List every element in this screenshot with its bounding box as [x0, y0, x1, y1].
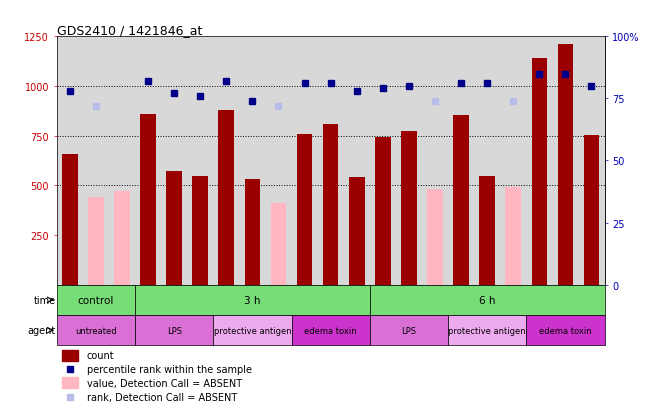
Text: count: count [87, 351, 114, 361]
Bar [244, 180, 261, 285]
Text: rank, Detection Call = ABSENT: rank, Detection Call = ABSENT [87, 392, 237, 402]
Bar [291, 315, 370, 346]
Bar [448, 315, 526, 346]
Bar [135, 37, 161, 285]
Bar [474, 37, 500, 285]
Bar [135, 285, 370, 315]
Text: edema toxin: edema toxin [305, 326, 357, 335]
Bar [57, 37, 83, 285]
Bar [401, 131, 417, 285]
Bar [88, 198, 104, 285]
Bar [62, 377, 77, 389]
Bar [506, 188, 521, 285]
Text: edema toxin: edema toxin [539, 326, 592, 335]
Bar [62, 154, 77, 285]
Bar [584, 135, 599, 285]
Text: control: control [77, 295, 114, 305]
Text: LPS: LPS [166, 326, 182, 335]
Bar [370, 285, 605, 315]
Bar [213, 37, 239, 285]
Bar [375, 137, 391, 285]
Bar [558, 45, 573, 285]
Bar [396, 37, 422, 285]
Text: agent: agent [27, 325, 55, 335]
Bar [526, 37, 552, 285]
Bar [291, 37, 317, 285]
Text: 3 h: 3 h [244, 295, 261, 305]
Bar [480, 177, 495, 285]
Bar [140, 114, 156, 285]
Bar [57, 285, 135, 315]
Bar [370, 37, 396, 285]
Text: percentile rank within the sample: percentile rank within the sample [87, 364, 252, 374]
Bar [532, 59, 547, 285]
Bar [317, 37, 344, 285]
Bar [370, 315, 448, 346]
Bar [552, 37, 578, 285]
Bar [166, 172, 182, 285]
Bar [187, 37, 213, 285]
Bar [454, 116, 469, 285]
Bar [349, 178, 365, 285]
Text: untreated: untreated [75, 326, 117, 335]
Bar [448, 37, 474, 285]
Bar [344, 37, 370, 285]
Bar [109, 37, 135, 285]
Text: LPS: LPS [401, 326, 416, 335]
Text: protective antigen: protective antigen [214, 326, 291, 335]
Bar [57, 315, 135, 346]
Text: time: time [33, 295, 55, 305]
Bar [218, 111, 234, 285]
Bar [161, 37, 187, 285]
Bar [62, 350, 77, 361]
Text: 6 h: 6 h [479, 295, 496, 305]
Bar [427, 190, 443, 285]
Text: value, Detection Call = ABSENT: value, Detection Call = ABSENT [87, 378, 242, 388]
Bar [271, 204, 287, 285]
Bar [265, 37, 291, 285]
Text: protective antigen: protective antigen [448, 326, 526, 335]
Bar [213, 315, 291, 346]
Bar [526, 315, 605, 346]
Bar [297, 134, 313, 285]
Bar [192, 177, 208, 285]
Bar [83, 37, 109, 285]
Text: GDS2410 / 1421846_at: GDS2410 / 1421846_at [57, 24, 202, 37]
Bar [500, 37, 526, 285]
Bar [135, 315, 213, 346]
Bar [578, 37, 605, 285]
Bar [323, 124, 339, 285]
Bar [422, 37, 448, 285]
Bar [239, 37, 265, 285]
Bar [114, 192, 130, 285]
